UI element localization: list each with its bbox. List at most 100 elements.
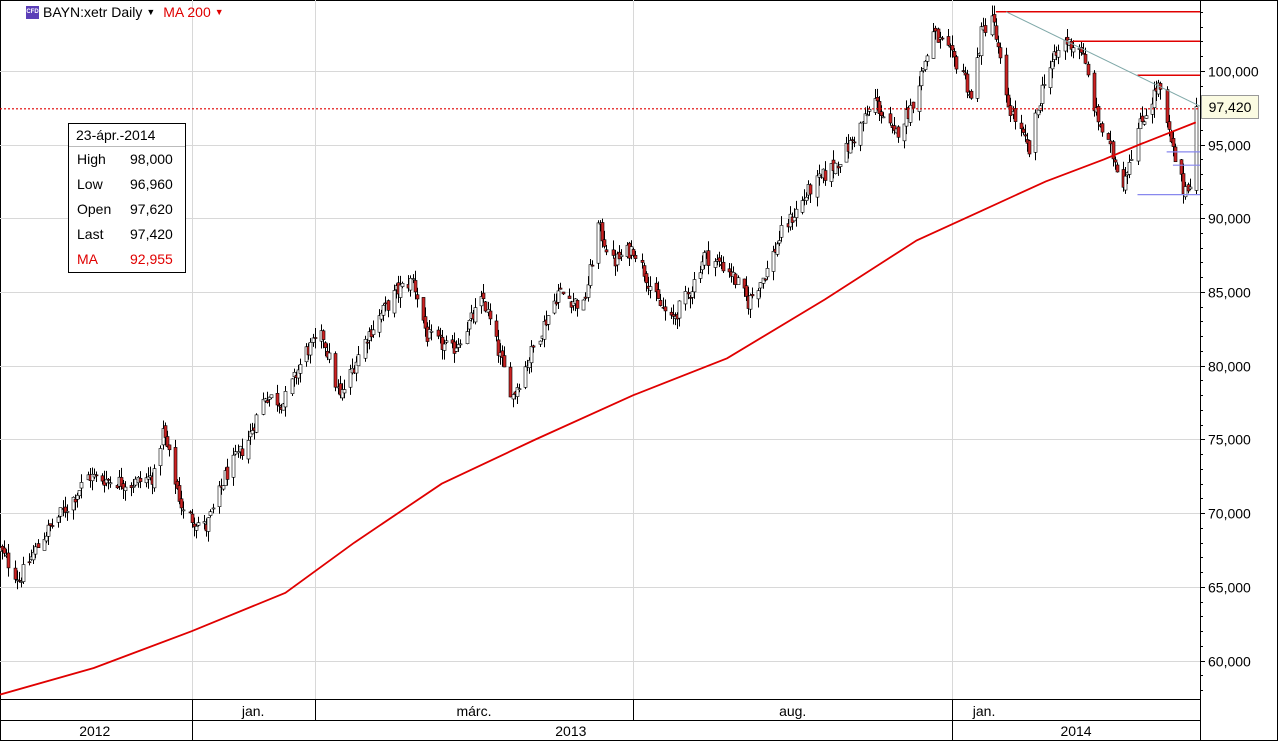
candle-body	[208, 511, 213, 516]
candle-body	[640, 259, 645, 263]
candle-body	[483, 301, 488, 312]
candle-body	[946, 36, 951, 46]
candle-body	[702, 252, 707, 266]
candle-body	[879, 111, 884, 117]
candle-body	[502, 355, 507, 368]
candle-body	[896, 126, 901, 138]
candle-body	[1033, 112, 1038, 153]
candle-body	[308, 342, 313, 356]
candle-body	[179, 498, 184, 509]
ma200-line	[0, 121, 1197, 696]
month-label: jan.	[241, 703, 265, 719]
candle-body	[727, 268, 732, 273]
candle-body	[561, 291, 566, 295]
candle-body	[371, 329, 376, 335]
indicator-label[interactable]: MA 200	[163, 4, 211, 20]
candle-body	[604, 249, 609, 253]
candle-body	[356, 354, 361, 367]
candle-body	[865, 114, 870, 117]
candle-body	[875, 97, 880, 102]
candle-body	[413, 280, 418, 293]
candle-body	[1021, 128, 1026, 133]
interval: Daily	[111, 4, 143, 20]
candle-body	[602, 239, 607, 247]
candle-body	[800, 200, 805, 213]
info-date: 23-ápr.-2014	[69, 124, 185, 147]
candle-body	[763, 278, 768, 281]
candle-body	[163, 425, 168, 438]
candle-body	[992, 14, 997, 23]
candle-body	[1165, 89, 1170, 124]
month-label: márc.	[456, 703, 491, 719]
indicator-dropdown-icon[interactable]: ▼	[214, 7, 224, 17]
month-label: aug.	[779, 703, 806, 719]
candle-body	[333, 353, 338, 388]
info-row-high: High 98,000	[69, 147, 185, 172]
candle-body	[2, 547, 7, 554]
candle-body	[173, 447, 178, 485]
candle-body	[327, 352, 332, 360]
year-label: 2013	[555, 723, 586, 739]
candle-body	[77, 490, 82, 497]
candle-body	[1004, 54, 1009, 96]
candle-body	[940, 37, 945, 40]
candle-body	[542, 321, 547, 340]
candle-body	[994, 25, 999, 40]
candle-body	[575, 300, 580, 309]
candle-body	[979, 26, 984, 57]
candle-body	[321, 330, 326, 340]
candle-body	[1129, 158, 1134, 161]
candle-body	[473, 307, 478, 323]
candle-body	[1113, 159, 1118, 163]
candle-body	[348, 369, 353, 388]
candle-body	[1167, 121, 1172, 130]
candle-body	[1048, 67, 1053, 88]
candle-body	[6, 552, 11, 569]
candle-body	[648, 286, 653, 291]
candle-body	[206, 517, 211, 532]
candle-body	[138, 478, 143, 482]
candle-body	[290, 378, 295, 395]
candle-body	[225, 466, 230, 480]
candle-body	[1083, 54, 1088, 64]
candle-body	[452, 341, 457, 354]
candle-body	[1140, 115, 1145, 122]
candle-body	[633, 254, 638, 259]
candle-body	[323, 342, 328, 348]
candle-body	[677, 300, 682, 319]
candle-body	[438, 334, 443, 337]
candle-body	[892, 125, 897, 131]
candle-body	[529, 346, 534, 364]
year-label: 2014	[1060, 723, 1091, 739]
candle-body	[1040, 84, 1045, 104]
candle-body	[671, 314, 676, 317]
info-label: Last	[77, 226, 104, 242]
info-value: 97,420	[130, 226, 173, 242]
candle-body	[221, 485, 226, 490]
candle-body	[231, 454, 236, 478]
candle-body	[713, 261, 718, 268]
candle-body	[965, 73, 970, 93]
candle-body	[1171, 138, 1176, 147]
candle-body	[42, 539, 47, 551]
candle-body	[13, 567, 18, 580]
symbol-dropdown-icon[interactable]: ▼	[146, 7, 156, 17]
candle-body	[950, 45, 955, 51]
candle-body	[1071, 47, 1076, 53]
candle-body	[217, 485, 222, 507]
ohlc-info-box: 23-ápr.-2014 High 98,000 Low 96,960 Open 97…	[68, 123, 186, 273]
candle-body	[354, 361, 359, 374]
candle-body	[458, 343, 463, 346]
info-label: High	[77, 151, 106, 167]
candle-body	[398, 284, 403, 298]
y-tick-label: 80,000	[1208, 359, 1251, 375]
candle-body	[686, 292, 691, 295]
candle-body	[1108, 140, 1113, 145]
symbol-label[interactable]: BAYN:xetr Daily	[43, 4, 142, 20]
candle-body	[590, 264, 595, 267]
candle-body	[1173, 146, 1178, 163]
candle-body	[1100, 123, 1105, 133]
candle-body	[611, 249, 616, 256]
candle-body	[423, 316, 428, 329]
